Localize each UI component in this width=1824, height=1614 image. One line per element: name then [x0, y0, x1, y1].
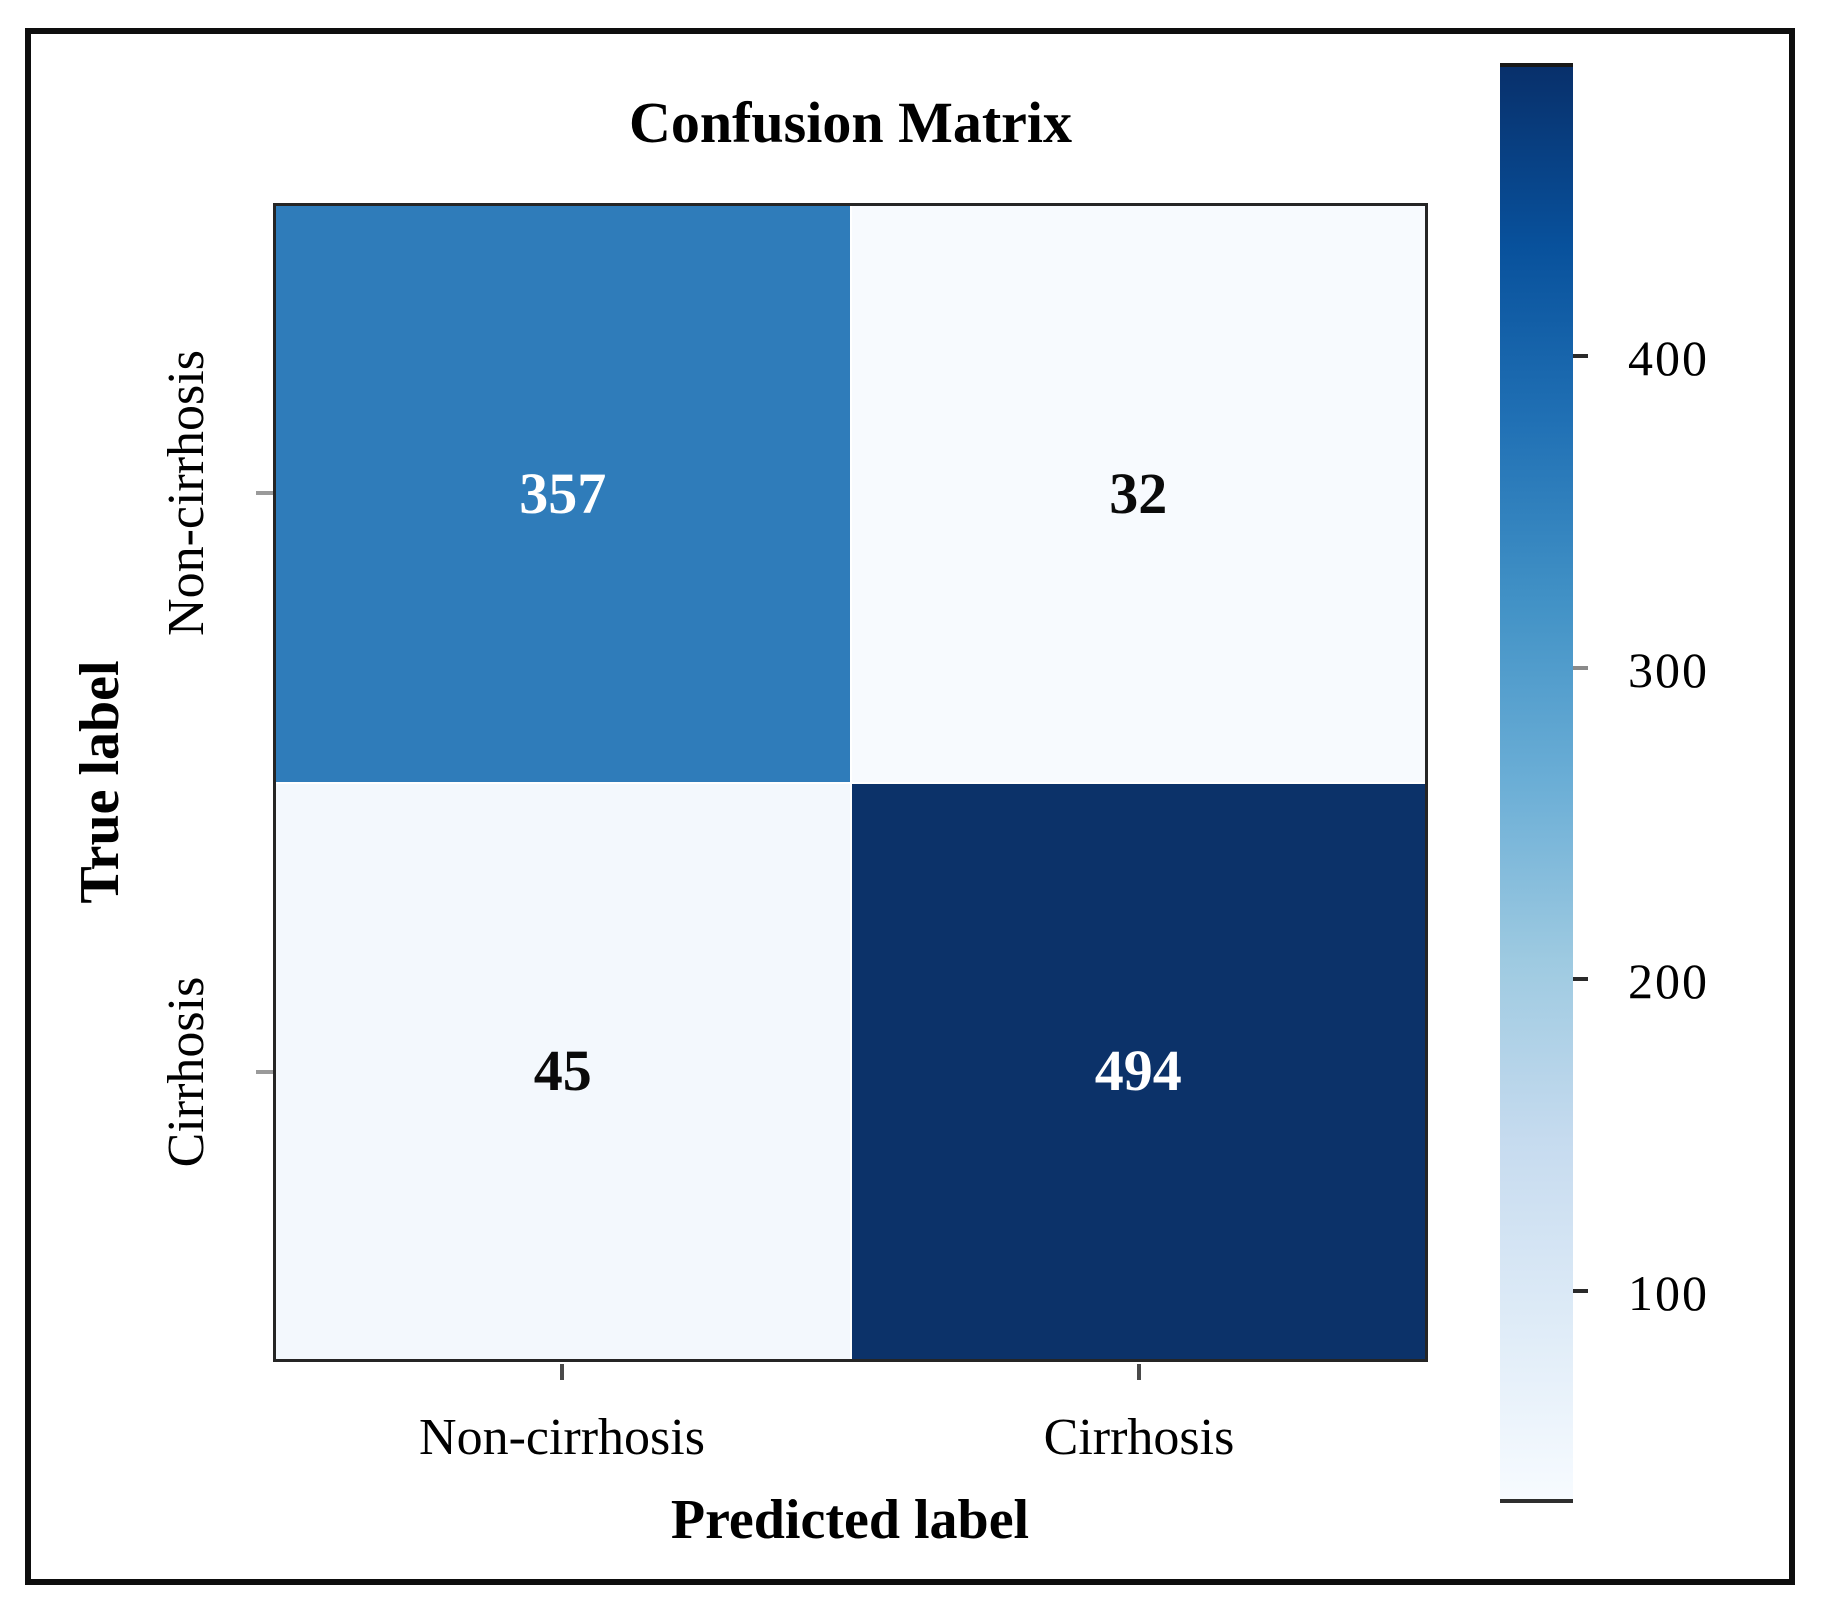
- y-tick-label-cirrhosis: Cirrhosis: [158, 976, 215, 1168]
- cell-value: 45: [533, 1038, 592, 1104]
- colorbar-tick-label-100: 100: [1628, 1265, 1709, 1321]
- cell-value: 357: [519, 460, 607, 526]
- colorbar-tick-mark: [1573, 354, 1588, 358]
- colorbar-tick-mark: [1573, 1289, 1588, 1293]
- chart-title: Confusion Matrix: [628, 90, 1073, 155]
- colorbar-tick-label-300: 300: [1628, 642, 1709, 698]
- heatmap-cell-true-cirrhosis-pred-noncirrhosis: 45: [276, 783, 850, 1359]
- heatmap-cell-true-cirrhosis-pred-cirrhosis: 494: [851, 783, 1425, 1359]
- colorbar-tick-mark: [1573, 666, 1588, 670]
- colorbar-gradient: [1500, 63, 1573, 1503]
- figure-border: [25, 28, 1795, 1585]
- x-tick-label-cirrhosis: Cirrhosis: [1043, 1409, 1235, 1466]
- y-tick-label-noncirrhosis: Non-cirrhosis: [158, 350, 215, 636]
- y-tick-mark: [256, 1070, 273, 1074]
- heatmap-grid: 357 32 45 494: [273, 203, 1428, 1362]
- y-tick-mark: [256, 491, 273, 495]
- x-tick-mark: [1137, 1364, 1141, 1380]
- cell-value: 494: [1094, 1038, 1182, 1104]
- x-tick-label-noncirrhosis: Non-cirrhosis: [419, 1409, 705, 1466]
- colorbar-tick-label-400: 400: [1628, 330, 1709, 386]
- colorbar-tick-mark: [1573, 977, 1588, 981]
- colorbar-tick-label-200: 200: [1628, 953, 1709, 1009]
- x-tick-mark: [560, 1364, 564, 1380]
- heatmap-cell-true-noncirrhosis-pred-noncirrhosis: 357: [276, 206, 850, 782]
- cell-value: 32: [1109, 460, 1168, 526]
- heatmap-cell-true-noncirrhosis-pred-cirrhosis: 32: [851, 206, 1425, 782]
- y-axis-title: True label: [69, 660, 131, 904]
- x-axis-title: Predicted label: [670, 1489, 1030, 1551]
